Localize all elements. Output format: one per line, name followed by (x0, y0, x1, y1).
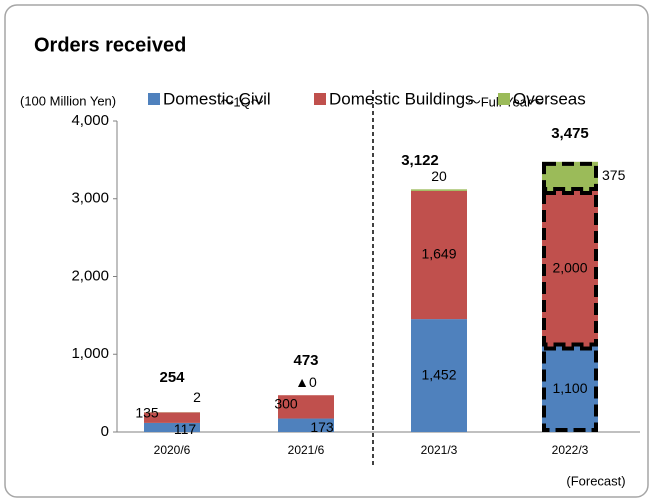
bar-segment (542, 161, 598, 191)
y-tick-label: 2,000 (71, 267, 109, 284)
legend-swatch (314, 93, 326, 105)
data-label: 1,649 (421, 246, 456, 262)
legend-label: Domestic Civil (163, 89, 271, 108)
data-label: 300 (274, 396, 298, 412)
bar-segment (144, 422, 200, 432)
bar-segment (411, 189, 467, 191)
data-label: 173 (310, 419, 334, 435)
bar-segment (278, 418, 334, 432)
bar-segment (411, 319, 467, 432)
bar-segment (411, 190, 467, 320)
legend-swatch (498, 93, 510, 105)
forecast-outline (542, 346, 598, 433)
data-label: 1,100 (552, 380, 587, 396)
x-tick-label: 2021/6 (288, 443, 325, 457)
legend-label: Overseas (513, 89, 586, 108)
data-label: 375 (602, 167, 626, 183)
forecast-outline (542, 190, 598, 347)
bar-segment (278, 395, 334, 419)
chart-title: Orders received (34, 34, 186, 56)
y-tick-label: 1,000 (71, 345, 109, 362)
x-tick-label: 2021/3 (421, 443, 458, 457)
data-label: ▲0 (295, 374, 317, 390)
total-label: 3,122 (401, 152, 439, 169)
forecast-outline (542, 161, 598, 191)
y-tick-label: 3,000 (71, 190, 109, 207)
bar-segment (542, 190, 598, 347)
legend-swatch (148, 93, 160, 105)
data-label: 117 (174, 421, 197, 437)
annotation: ～1Q～ (220, 94, 263, 109)
data-label: 2,000 (552, 259, 587, 275)
total-label: 473 (293, 352, 318, 369)
x-tick-label: 2020/6 (154, 443, 191, 457)
y-tick-label: 0 (101, 423, 109, 440)
bar-segment (542, 346, 598, 432)
y-axis-label: (100 Million Yen) (20, 93, 116, 108)
x-tick-label: 2022/3 (552, 443, 589, 457)
y-tick-label: 4,000 (71, 112, 109, 129)
total-label: 254 (159, 369, 185, 386)
annotation: (Forecast) (566, 473, 625, 488)
data-label: 20 (431, 168, 447, 184)
legend-label: Domestic Buildings (329, 89, 474, 108)
total-label: 3,475 (551, 125, 589, 142)
frame (4, 4, 649, 498)
bar-segment (144, 412, 200, 423)
data-label: 2 (193, 389, 201, 405)
data-label: 1,452 (421, 366, 456, 382)
